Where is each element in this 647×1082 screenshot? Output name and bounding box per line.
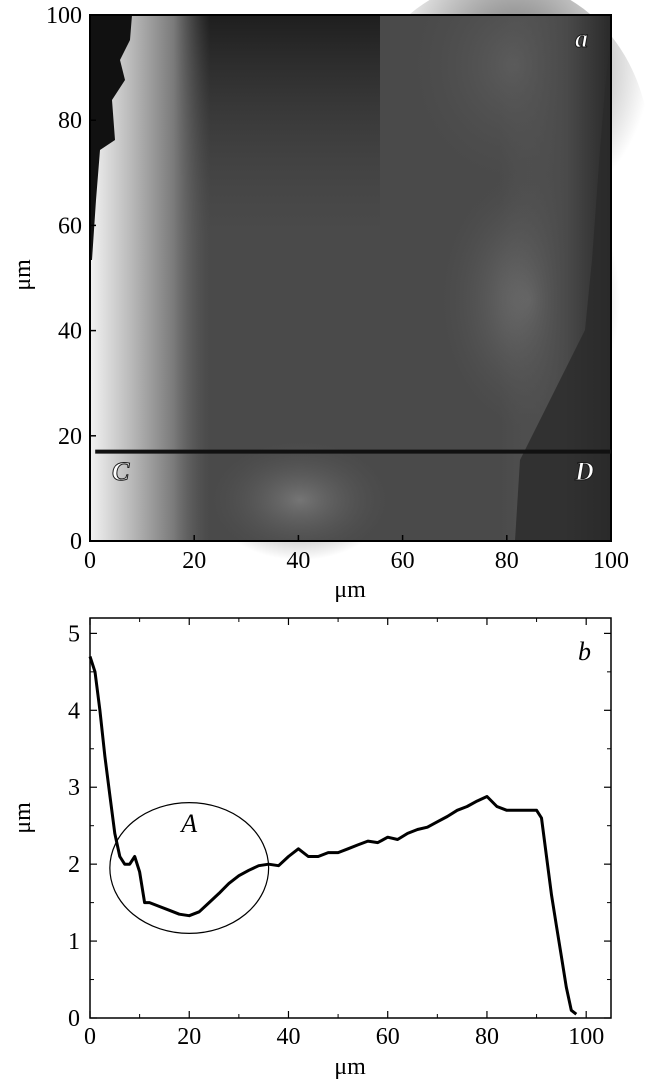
profile-x-axis-title: μm [334, 1054, 366, 1080]
profile-y-tick-label: 4 [68, 698, 80, 724]
image-x-tick-label: 0 [84, 548, 96, 574]
image-y-tick-label: 40 [58, 319, 82, 345]
panel-b: 0 20 40 60 80 100 0 1 2 3 4 5 b A μm μm [10, 617, 612, 1080]
profile-y-tick-label: 5 [68, 621, 80, 647]
scan-end-label: D [574, 457, 594, 486]
profile-x-tick-label: 40 [276, 1024, 300, 1050]
profile-y-tick-label: 0 [68, 1006, 80, 1032]
scan-start-label: C [112, 457, 130, 486]
annotation-label: A [179, 809, 197, 838]
image-y-tick-label: 60 [58, 213, 82, 239]
profile-y-axis-title: μm [10, 802, 36, 834]
profile-x-tick-label: 100 [568, 1024, 604, 1050]
image-x-tick-label: 80 [495, 548, 519, 574]
image-x-axis-title: μm [334, 577, 366, 603]
profile-y-tick-label: 3 [68, 775, 80, 801]
profile-y-tick-label: 2 [68, 852, 80, 878]
height-profile-series [88, 656, 578, 1016]
image-y-tick-label: 20 [58, 424, 82, 450]
profile-line [88, 656, 578, 1016]
profile-axes: 0 20 40 60 80 100 0 1 2 3 4 5 [68, 618, 611, 1050]
image-x-tick-label: 60 [391, 548, 415, 574]
panel-label-b: b [578, 637, 591, 666]
region-a-circle [109, 802, 270, 934]
image-x-tick-label: 100 [593, 548, 629, 574]
image-x-tick-label: 20 [182, 548, 206, 574]
panel-a: 0 20 40 60 80 100 0 20 40 60 80 100 a C D μm μm [10, 0, 647, 603]
panel-label-a: a [575, 24, 588, 53]
image-y-axis-title: μm [10, 259, 36, 291]
plot-frame [89, 617, 612, 1019]
profile-y-tick-label: 1 [68, 929, 80, 955]
profile-x-tick-label: 0 [84, 1024, 96, 1050]
image-axes: 0 20 40 60 80 100 0 20 40 60 80 100 [46, 3, 629, 574]
image-x-tick-label: 40 [286, 548, 310, 574]
profile-x-tick-label: 80 [475, 1024, 499, 1050]
profile-x-tick-label: 60 [376, 1024, 400, 1050]
image-y-tick-label: 0 [70, 529, 82, 555]
profile-x-tick-label: 20 [177, 1024, 201, 1050]
topography-image [89, 0, 647, 560]
image-y-tick-label: 80 [58, 108, 82, 134]
annotation-circle [109, 802, 270, 934]
image-y-tick-label: 100 [46, 3, 82, 29]
